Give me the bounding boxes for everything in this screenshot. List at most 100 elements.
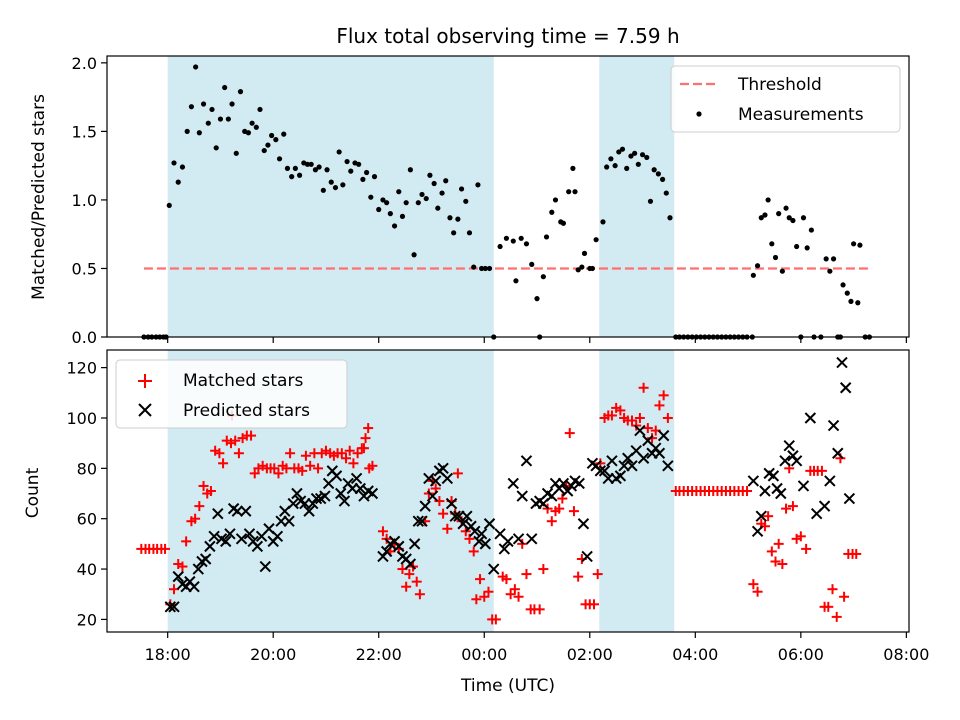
ratio-y-label: Matched/Predicted stars	[29, 94, 49, 300]
x-tick-label: 20:00	[250, 645, 296, 664]
y-tick-label: 20	[77, 610, 97, 629]
matched-star-point	[360, 433, 371, 444]
measurement-point	[179, 164, 186, 170]
legend-matched-label: Matched stars	[183, 371, 303, 391]
matched-star-point	[658, 390, 669, 401]
predicted-star-point	[224, 528, 236, 540]
predicted-star-point	[271, 530, 284, 543]
x-tick-label: 22:00	[356, 645, 402, 664]
measurement-point	[844, 290, 850, 296]
matched-star-point	[742, 486, 753, 496]
predicted-star-point	[461, 510, 473, 522]
predicted-star-point	[520, 455, 533, 467]
predicted-star-point	[759, 485, 771, 497]
legend-predicted-label: Predicted stars	[183, 401, 310, 421]
predicted-star-point	[338, 495, 351, 507]
measurement-point	[196, 130, 202, 136]
measurement-point	[667, 215, 673, 221]
measurement-point	[380, 197, 386, 203]
predicted-star-point	[291, 487, 303, 500]
predicted-star-point	[283, 515, 295, 527]
measurement-point	[237, 89, 244, 95]
measurement-point	[403, 200, 409, 206]
predicted-star-point	[354, 482, 366, 495]
matched-star-point	[344, 445, 355, 456]
measurement-point	[560, 220, 567, 226]
measurement-point	[830, 256, 837, 262]
predicted-star-point	[235, 533, 248, 545]
matched-star-point	[638, 382, 649, 393]
predicted-star-point	[804, 412, 817, 424]
predicted-star-point	[836, 356, 848, 369]
ratio-x-ticks	[167, 337, 907, 343]
matched-star-point	[285, 448, 296, 459]
measurement-point	[213, 145, 219, 151]
observing-window-shade	[167, 56, 494, 337]
predicted-star-point	[172, 570, 184, 583]
measurement-point	[308, 161, 314, 167]
measurement-point	[475, 182, 481, 188]
predicted-star-point	[577, 518, 590, 530]
measurement-point	[356, 161, 362, 167]
measurement-point	[257, 106, 263, 113]
matched-star-point	[564, 428, 575, 439]
measurement-point	[659, 176, 666, 182]
matched-star-point	[573, 571, 584, 582]
matched-star-point	[358, 443, 369, 454]
predicted-star-point	[419, 500, 431, 512]
matched-star-point	[313, 463, 324, 474]
x-tick-label: 06:00	[778, 645, 824, 664]
predicted-star-point	[188, 580, 200, 593]
matched-star-point	[546, 516, 557, 527]
predicted-star-point	[426, 490, 439, 502]
matched-star-point	[505, 589, 516, 600]
matched-star-point	[218, 458, 229, 469]
matched-star-point	[634, 412, 645, 423]
measurement-point	[794, 243, 800, 250]
measurement-point	[479, 265, 485, 272]
y-tick-label: 1.0	[72, 191, 97, 210]
predicted-star-point	[350, 472, 363, 485]
measurement-point	[348, 168, 354, 174]
y-tick-label: 100	[66, 409, 97, 428]
matched-star-point	[377, 526, 388, 537]
matched-star-point	[615, 405, 626, 416]
measurement-point	[188, 104, 195, 110]
measurement-point	[292, 165, 298, 171]
predicted-star-point	[573, 477, 585, 490]
matched-star-point	[534, 604, 545, 615]
measurement-point	[466, 230, 473, 236]
matched-star-point	[269, 463, 280, 474]
measurement-point	[575, 267, 581, 273]
measurement-point	[431, 180, 437, 187]
measurement-point	[823, 256, 829, 262]
count-y-label: Count	[23, 467, 43, 518]
matched-star-point	[513, 591, 524, 602]
matched-star-point	[626, 415, 637, 426]
measurement-point	[439, 190, 445, 196]
matched-star-point	[662, 412, 673, 423]
x-tick-label: 18:00	[145, 645, 191, 664]
measurement-point	[368, 194, 374, 200]
y-tick-label: 1.5	[72, 122, 97, 141]
predicted-star-point	[335, 487, 347, 500]
measurement-point	[281, 131, 287, 137]
measurement-point	[396, 189, 402, 195]
predicted-star-point	[437, 462, 449, 475]
measurement-point	[482, 265, 488, 272]
predicted-star-point	[498, 543, 511, 555]
count-panel-frame	[106, 349, 910, 633]
measurement-point	[503, 235, 510, 241]
measurement-point	[644, 154, 650, 161]
matched-star-point	[401, 581, 412, 592]
measurement-point	[497, 243, 503, 250]
matched-star-point	[816, 465, 827, 476]
x-tick-label: 02:00	[567, 645, 613, 664]
measurement-point	[624, 165, 630, 171]
measurement-point	[790, 217, 796, 224]
measurement-point	[604, 164, 610, 170]
measurement-point	[253, 124, 259, 130]
measurement-point	[647, 198, 654, 204]
matched-star-point	[752, 586, 763, 597]
